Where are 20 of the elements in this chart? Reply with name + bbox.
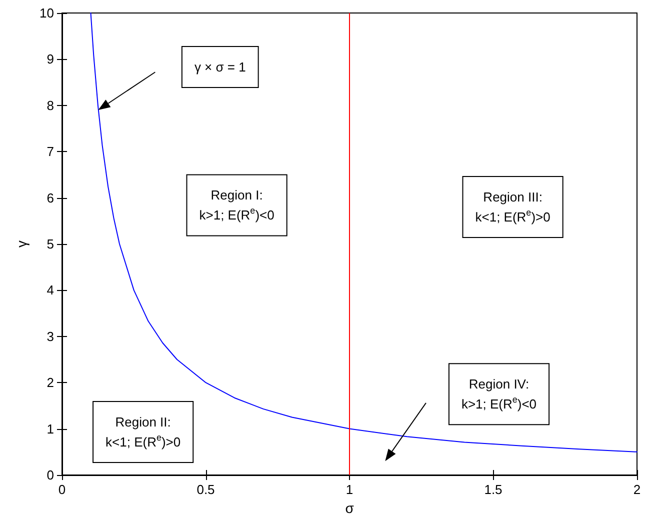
x-tick-label: 2 <box>633 482 641 497</box>
y-axis-title: γ <box>14 240 30 248</box>
y-tick-label: 9 <box>46 52 54 67</box>
y-tick-label: 7 <box>46 144 54 160</box>
annotation: γ × σ = 1 <box>194 60 246 75</box>
y-tick-label: 4 <box>46 282 54 298</box>
y-tick-label: 6 <box>46 190 54 206</box>
x-tick-label: 1 <box>346 482 354 497</box>
y-tick-label: 1 <box>46 421 54 436</box>
y-tick-label: 3 <box>46 328 54 344</box>
x-axis-title: σ <box>345 500 354 516</box>
y-tick-label: 0 <box>46 468 54 482</box>
y-tick-label: 5 <box>46 236 54 252</box>
x-tick-label: 0.5 <box>196 482 215 497</box>
y-tick-label: 8 <box>46 98 54 113</box>
line-series <box>90 12 638 452</box>
y-tick-label: 2 <box>46 375 54 390</box>
x-tick-label: 0 <box>58 482 66 497</box>
x-tick-label: 1.5 <box>484 482 502 497</box>
y-tick-label: 10 <box>40 6 54 20</box>
